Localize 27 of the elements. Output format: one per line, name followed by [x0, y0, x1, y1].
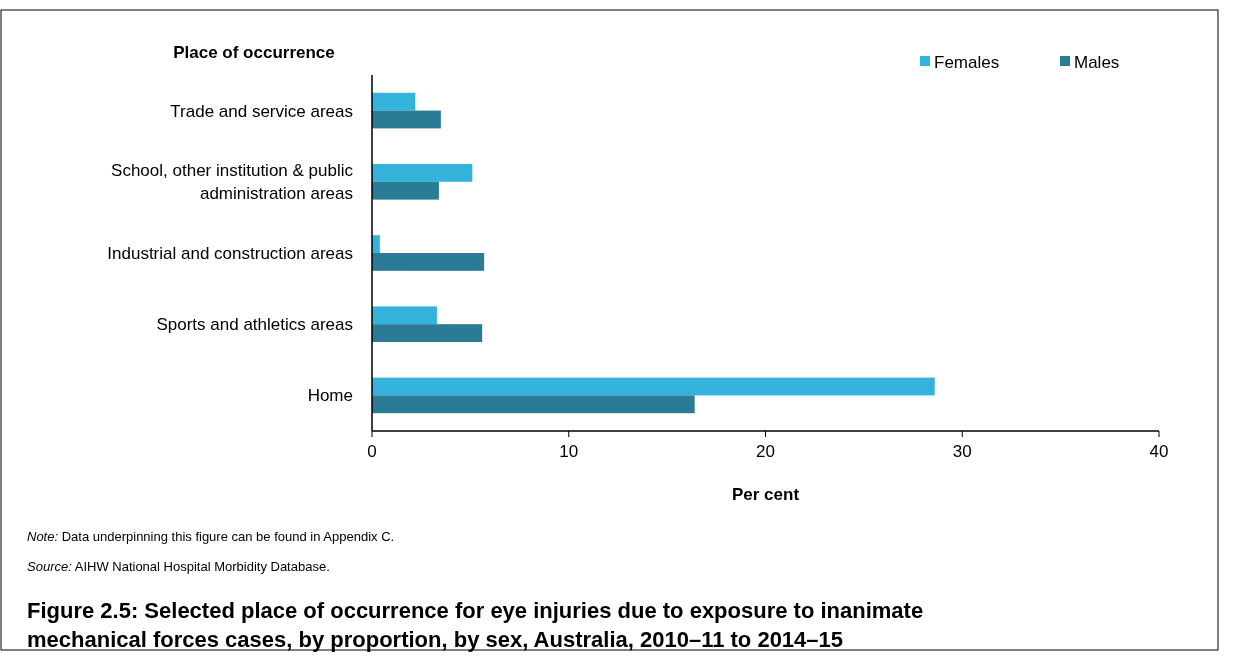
x-axis-title: Per cent: [731, 485, 800, 504]
x-tick-label: 40: [1149, 442, 1169, 461]
bar: [372, 164, 473, 182]
legend-label: Females: [934, 53, 1000, 72]
legend-label: Males: [1074, 53, 1120, 72]
bar: [372, 110, 441, 129]
bar: [372, 253, 485, 271]
x-tick-label: 0: [367, 442, 377, 461]
bar: [372, 235, 380, 253]
y-axis-title: Place of occurrence: [173, 43, 335, 62]
source-note: Source: AIHW National Hospital Morbidity Database.: [27, 559, 330, 574]
x-tick-label: 10: [559, 442, 579, 461]
bar: [372, 395, 695, 414]
bar: [372, 181, 439, 200]
text: Note: Data underpinning this figure can be found in Appendix C.: [27, 529, 395, 544]
y-tick-label: Industrial and construction areas: [107, 244, 353, 263]
bar: [372, 92, 416, 111]
x-tick-label: 20: [756, 442, 775, 461]
y-tick-label: Trade and service areas: [170, 101, 353, 121]
bar: [372, 324, 483, 342]
text: Figure 2.5: Selected place of occurrence for eye injuries due to exposure to inanimate mechanical forces cases, by proportion, by sex, Australia, 2010–11 to 2014–15: [27, 598, 924, 652]
y-tick-label: Home: [307, 386, 353, 406]
bar: [372, 377, 935, 396]
bar: [372, 306, 437, 325]
x-tick-label: 30: [952, 442, 972, 461]
y-tick-label: Sports and athletics areas: [156, 315, 353, 335]
y-tick-label: School, other institution & public administration areas: [111, 161, 354, 204]
